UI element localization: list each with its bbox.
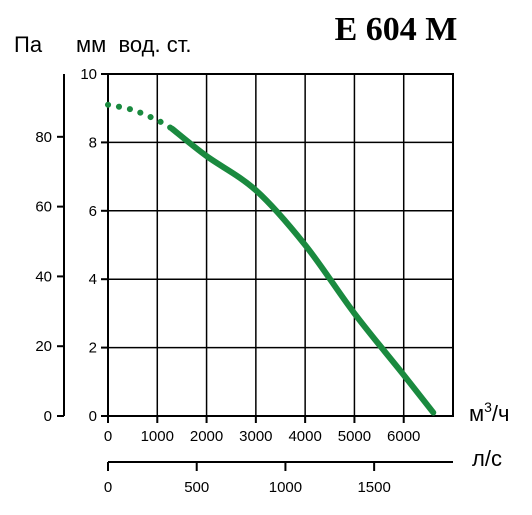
grid <box>107 73 454 417</box>
mm-tick-label: 0 <box>89 408 97 425</box>
m3h-tick-label: 3000 <box>239 428 272 445</box>
m3h-rest: /ч <box>492 401 510 426</box>
pa-tick-label: 60 <box>35 199 52 216</box>
ls-tick-label: 500 <box>184 479 209 496</box>
mm-tick-label: 6 <box>89 203 97 220</box>
pa-tick-label: 40 <box>35 268 52 285</box>
pa-tick-label: 20 <box>35 338 52 355</box>
curve-solid-segment <box>169 125 437 416</box>
ls-tick-label: 0 <box>104 479 112 496</box>
ls-tick-label: 1500 <box>357 479 390 496</box>
pa-tick-label: 80 <box>35 129 52 146</box>
m3h-unit-label: м3/ч <box>469 399 510 426</box>
ls-unit-label: л/с <box>472 446 502 471</box>
curve-dotted-segment <box>105 101 176 132</box>
mm-tick-label: 2 <box>89 340 97 357</box>
series <box>105 101 437 416</box>
m3h-base: м <box>469 401 484 426</box>
m3h-tick-label: 2000 <box>190 428 223 445</box>
m3h-tick-label: 0 <box>104 428 112 445</box>
mm-unit-label: мм вод. ст. <box>76 32 191 57</box>
m3h-tick-label: 4000 <box>288 428 321 445</box>
ls-tick-label: 1000 <box>269 479 302 496</box>
m3h-tick-label: 5000 <box>338 428 371 445</box>
axes <box>57 73 454 471</box>
mm-tick-label: 10 <box>80 66 97 83</box>
mm-tick-label: 4 <box>89 271 97 288</box>
pa-unit-label: Па <box>14 32 43 57</box>
m3h-tick-label: 1000 <box>141 428 174 445</box>
mm-tick-label: 8 <box>89 134 97 151</box>
chart-title: E 604 M <box>335 11 458 48</box>
pa-tick-label: 0 <box>44 408 52 425</box>
m3h-tick-label: 6000 <box>387 428 420 445</box>
plot-border <box>107 73 454 417</box>
m3h-sup: 3 <box>484 399 492 415</box>
